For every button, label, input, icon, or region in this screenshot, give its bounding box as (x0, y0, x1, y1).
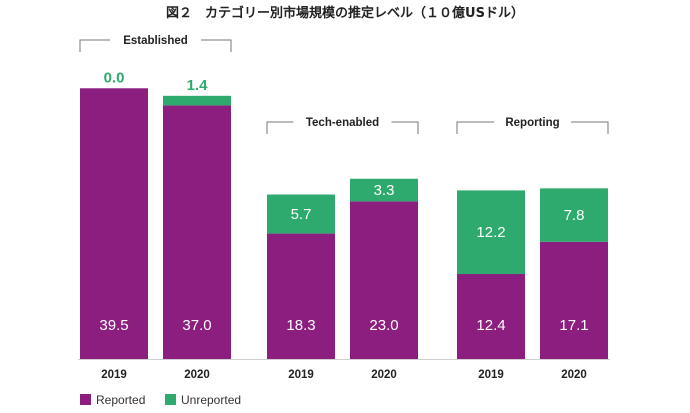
group-label-reporting: Reporting (505, 117, 559, 129)
group-bracket-established (79, 39, 232, 52)
legend-swatch-reported (80, 394, 91, 405)
x-tick-label-established-2019: 2019 (101, 369, 127, 381)
group-bracket-tech-enabled (266, 121, 419, 134)
x-tick-label-reporting-2019: 2019 (478, 369, 504, 381)
legend: Reported Unreported (80, 393, 241, 407)
value-label-unreported-established-2019: 0.0 (104, 69, 125, 86)
x-tick-label-reporting-2020: 2020 (561, 369, 587, 381)
bar-reported-established-2019 (80, 88, 148, 359)
bar-unreported-tech-enabled-2020 (350, 178, 418, 202)
value-label-reported-tech-enabled-2020: 23.0 (369, 317, 398, 334)
group-bracket-reporting (456, 121, 609, 134)
x-tick-label-tech-enabled-2020: 2020 (371, 369, 397, 381)
bar-unreported-tech-enabled-2019 (267, 194, 335, 234)
bar-unreported-reporting-2020 (540, 188, 608, 242)
bar-reported-established-2020 (163, 105, 231, 359)
bar-unreported-established-2020 (163, 95, 231, 106)
bar-unreported-reporting-2019 (457, 190, 525, 275)
legend-swatch-unreported (165, 394, 176, 405)
group-label-established: Established (123, 35, 188, 47)
value-label-unreported-established-2020: 1.4 (187, 77, 209, 94)
value-label-reported-tech-enabled-2019: 18.3 (286, 317, 315, 334)
group-label-tech-enabled: Tech-enabled (306, 117, 379, 129)
value-label-reported-reporting-2020: 17.1 (559, 317, 588, 334)
value-label-reported-established-2019: 39.5 (99, 317, 128, 334)
bar-reported-reporting-2019 (457, 274, 525, 359)
plot-area: Established 39.5 0.0 2019 37.0 1.4 2020 Tech-en… (78, 35, 610, 381)
value-label-unreported-reporting-2019: 12.2 (476, 224, 505, 241)
value-label-unreported-tech-enabled-2020: 3.3 (374, 182, 395, 199)
bar-reported-reporting-2020 (540, 241, 608, 359)
bar-reported-tech-enabled-2020 (350, 201, 418, 359)
value-label-unreported-tech-enabled-2019: 5.7 (291, 206, 312, 223)
value-label-reported-established-2020: 37.0 (182, 317, 211, 334)
legend-label-reported: Reported (96, 393, 145, 407)
value-label-unreported-reporting-2020: 7.8 (564, 207, 585, 224)
value-label-reported-reporting-2019: 12.4 (476, 317, 505, 334)
x-tick-label-established-2020: 2020 (184, 369, 210, 381)
x-tick-label-tech-enabled-2019: 2019 (288, 369, 314, 381)
legend-label-unreported: Unreported (181, 393, 241, 407)
bar-reported-tech-enabled-2019 (267, 233, 335, 359)
chart-title: 図２ カテゴリー別市場規模の推定レベル（１０億USドル） (166, 5, 524, 21)
